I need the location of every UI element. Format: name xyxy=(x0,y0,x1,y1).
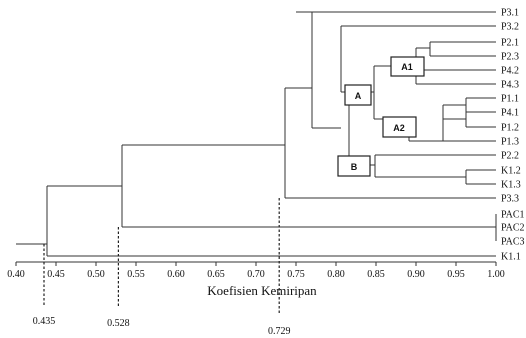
leaf-label: P2.3 xyxy=(501,52,519,63)
cutoff-label: 0.435 xyxy=(33,316,56,327)
leaf-label: P3.3 xyxy=(501,194,519,205)
x-tick-label: 0.80 xyxy=(327,269,345,280)
x-axis-title: Koefisien Kemiripan xyxy=(207,283,317,298)
x-tick-label: 0.55 xyxy=(127,269,145,280)
cluster-box-B: B xyxy=(337,155,371,177)
leaf-label: P2.1 xyxy=(501,38,519,49)
cutoff-label: 0.729 xyxy=(268,326,291,337)
x-tick-label: 0.85 xyxy=(367,269,385,280)
leaf-label: P4.2 xyxy=(501,66,519,77)
cluster-label-b: B xyxy=(351,162,358,172)
x-tick-label: 0.60 xyxy=(167,269,185,280)
leaf-label: P1.3 xyxy=(501,137,519,148)
leaf-label: P4.3 xyxy=(501,80,519,91)
leaf-label: K1.1 xyxy=(501,252,521,263)
x-tick-label: 0.70 xyxy=(247,269,265,280)
x-tick-label: 0.75 xyxy=(287,269,305,280)
leaf-label: P2.2 xyxy=(501,151,519,162)
cutoff-label: 0.528 xyxy=(107,318,130,329)
cutoff-lines: 0.435 0.528 0.729 xyxy=(33,198,291,337)
leaf-label: P1.2 xyxy=(501,123,519,134)
x-tick-label: 0.95 xyxy=(447,269,465,280)
leaf-label: PAC3 xyxy=(501,237,525,248)
leaf-label: P3.1 xyxy=(501,8,519,19)
x-tick-label: 0.40 xyxy=(7,269,25,280)
cluster-label-a: A xyxy=(355,91,362,101)
x-axis: 0.40 0.45 0.50 0.55 0.60 0.65 0.70 0.75 0.80 0.85… xyxy=(7,261,505,298)
leaf-label: PAC1 xyxy=(501,210,525,221)
cluster-label-a2: A2 xyxy=(393,123,405,133)
x-tick-label: 0.50 xyxy=(87,269,105,280)
cluster-box-A: A xyxy=(344,84,372,106)
cluster-label-a1: A1 xyxy=(401,62,413,72)
leaf-label: P3.2 xyxy=(501,22,519,33)
x-tick-label: 0.90 xyxy=(407,269,425,280)
dendrogram-branches xyxy=(16,11,497,257)
x-axis-ticks: 0.40 0.45 0.50 0.55 0.60 0.65 0.70 0.75 0.80 0.85… xyxy=(7,262,505,280)
x-tick-label: 0.45 xyxy=(47,269,65,280)
leaf-label: K1.2 xyxy=(501,166,521,177)
leaf-label: PAC2 xyxy=(501,223,525,234)
leaf-label: K1.3 xyxy=(501,180,521,191)
leaf-label: P4.1 xyxy=(501,108,519,119)
x-tick-label: 0.65 xyxy=(207,269,225,280)
cluster-box-A2: A2 xyxy=(382,116,417,138)
cluster-box-A1: A1 xyxy=(390,56,425,77)
x-tick-label: 1.00 xyxy=(487,269,505,280)
leaf-label: P1.1 xyxy=(501,94,519,105)
leaf-labels: P3.1 P3.2 P2.1 P2.3 P4.2 P4.3 P1.1 P4.1 P1.2 P1.3… xyxy=(501,8,525,263)
